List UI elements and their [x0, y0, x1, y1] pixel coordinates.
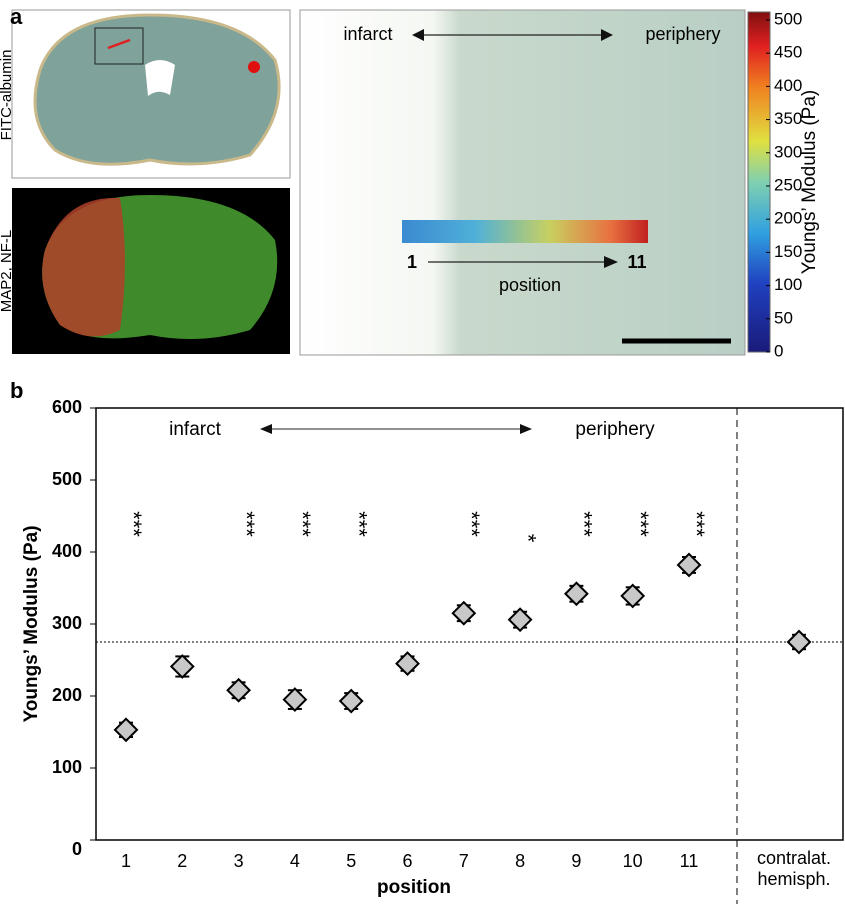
scan-strip — [402, 220, 648, 243]
significance: *** — [572, 511, 597, 537]
x-tick-label: 3 — [234, 851, 244, 871]
data-point — [622, 585, 644, 607]
y-tick-label: 400 — [52, 541, 82, 561]
colorbar — [748, 12, 770, 352]
y-tick-label: 200 — [52, 685, 82, 705]
colorbar-tick-label: 250 — [774, 175, 802, 194]
x-tick-label: 9 — [571, 851, 581, 871]
figure-svg: a FITC-albumin MAP2, NF-L infarct periph… — [0, 0, 845, 904]
data-point — [678, 554, 700, 576]
micrograph — [300, 10, 745, 355]
colorbar-tick-label: 300 — [774, 142, 802, 161]
annotation: periphery — [645, 24, 720, 44]
data-point — [565, 583, 587, 605]
colorbar-tick-label: 100 — [774, 275, 802, 294]
y-tick-label: 600 — [52, 397, 82, 417]
plot-frame — [96, 408, 843, 840]
significance: *** — [121, 511, 146, 537]
x-tick-label: 10 — [623, 851, 643, 871]
data-point — [171, 655, 193, 677]
x-tick-label: contralat. hemisph. — [749, 848, 839, 890]
significance: *** — [290, 511, 315, 537]
y-tick-label: 300 — [52, 613, 82, 633]
colorbar-tick-label: 200 — [774, 209, 802, 228]
figure: a FITC-albumin MAP2, NF-L infarct periph… — [0, 0, 845, 904]
roi-dot — [248, 61, 260, 73]
colorbar-tick-label: 150 — [774, 242, 802, 261]
scan-end: 11 — [627, 252, 646, 272]
panel-label: a — [10, 4, 23, 29]
significance: *** — [346, 511, 371, 537]
arrow-head — [520, 424, 532, 434]
colorbar-tick-label: 450 — [774, 43, 802, 62]
y-tick-label: 0 — [72, 839, 82, 859]
data-point — [788, 631, 810, 653]
x-tick-label: 4 — [290, 851, 300, 871]
colorbar-tick-label: 500 — [774, 9, 802, 28]
ventricle — [145, 60, 175, 96]
x-tick-label: 1 — [121, 851, 131, 871]
data-point — [453, 602, 475, 624]
colorbar-tick-label: 400 — [774, 76, 802, 95]
data-point — [284, 689, 306, 711]
annotation: infarct — [343, 24, 392, 44]
significance: *** — [684, 511, 709, 537]
image-label: MAP2, NF-L — [0, 230, 15, 313]
data-point — [340, 690, 362, 712]
x-tick-label: 6 — [402, 851, 412, 871]
significance: * — [515, 534, 540, 543]
annotation: periphery — [575, 419, 655, 440]
data-point — [115, 719, 137, 741]
panel-label: b — [10, 378, 23, 403]
scan-start: 1 — [407, 252, 417, 272]
colorbar-tick-label: 350 — [774, 109, 802, 128]
x-tick-label: 2 — [177, 851, 187, 871]
x-tick-label: 8 — [515, 851, 525, 871]
colorbar-tick-label: 50 — [774, 308, 793, 327]
data-point — [228, 679, 250, 701]
colorbar-tick-label: 0 — [774, 341, 783, 360]
scan-label: position — [499, 275, 561, 295]
x-axis-label: position — [377, 877, 451, 898]
data-point — [397, 653, 419, 675]
arrow-head — [260, 424, 272, 434]
significance: *** — [459, 511, 484, 537]
x-tick-label: 11 — [680, 851, 699, 871]
y-axis-label: Youngs’ Modulus (Pa) — [21, 525, 42, 722]
significance: *** — [234, 511, 259, 537]
data-point — [509, 609, 531, 631]
image-label: FITC-albumin — [0, 50, 15, 141]
x-tick-label: 5 — [346, 851, 356, 871]
x-tick-label: 7 — [459, 851, 469, 871]
y-tick-label: 500 — [52, 469, 82, 489]
significance: *** — [628, 511, 653, 537]
y-tick-label: 100 — [52, 757, 82, 777]
annotation: infarct — [169, 419, 221, 440]
